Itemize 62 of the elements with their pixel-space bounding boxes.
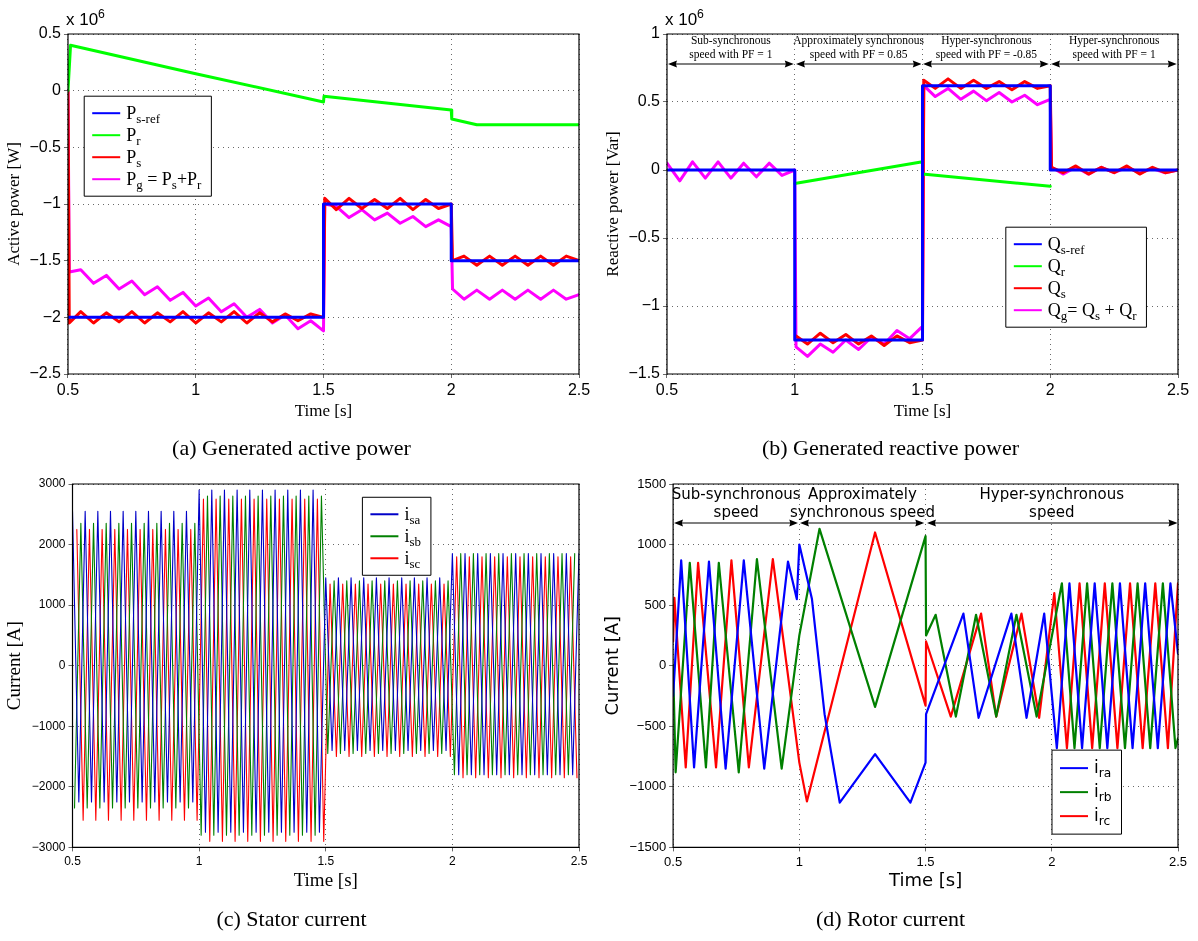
annotation: Hyper-synchronous speed (979, 484, 1125, 521)
x-tick-label: 1 (191, 381, 201, 399)
x-tick-label: 2 (1048, 853, 1056, 869)
y-tick-label: 1 (651, 24, 661, 42)
y-tick-label: −500 (636, 717, 667, 733)
y-tick-label: −3000 (31, 839, 66, 854)
x-tick-label: 2 (449, 853, 457, 868)
y-axis-title: Current [A] (3, 621, 25, 711)
y-tick-label: 3000 (38, 476, 66, 491)
x-tick-label: 1.5 (317, 853, 335, 868)
y-tick-label: −1 (42, 194, 62, 212)
y-tick-label: 0 (658, 657, 667, 673)
y-tick-label: 1000 (38, 597, 66, 612)
y-tick-label: −1500 (629, 838, 667, 854)
y-axis-title: Active power [W] (3, 142, 23, 266)
x-axis-title: Time [s] (294, 400, 353, 420)
y-tick-label: 0 (58, 658, 66, 673)
text: (a) Generated active power (172, 434, 412, 460)
y-tick-label: −2000 (31, 779, 66, 794)
y-tick-label: −1000 (629, 778, 667, 794)
x-tick-label: 2 (1045, 381, 1055, 399)
y-tick-label: −1.5 (628, 364, 661, 382)
x-tick-label: 2 (446, 381, 456, 399)
x-tick-label: 2.5 (567, 381, 591, 399)
y-tick-label: 0.5 (637, 92, 661, 110)
x-tick-label: 2.5 (1166, 381, 1190, 399)
x-tick-label: 0.5 (664, 853, 683, 869)
text: (d) Rotor current (815, 905, 966, 931)
y-axis-title: Current [A] (601, 615, 623, 716)
x-tick-label: 2.5 (1168, 853, 1188, 869)
x-tick-label: 0.5 (64, 853, 82, 868)
y-tick-label: 1000 (637, 536, 667, 552)
y-tick-label: 0 (651, 160, 661, 178)
x-axis-title: Time [s] (887, 869, 963, 891)
x-axis-title: Time [s] (293, 869, 358, 891)
annotation: Hyper-synchronous speed with PF = 1 (1068, 34, 1160, 61)
y-axis-title: Reactive power [Var] (602, 131, 622, 277)
text: (c) Stator current (216, 905, 367, 931)
x-tick-label: 1 (795, 853, 803, 869)
y-tick-label: −2.5 (29, 364, 62, 382)
x-tick-label: 2.5 (570, 853, 588, 868)
x-tick-label: 1 (195, 853, 203, 868)
x-tick-label: 1.5 (312, 381, 335, 399)
annotation: Hyper-synchronous speed with PF = -0.85 (935, 34, 1038, 61)
annotation: Sub-synchronous speed with PF = 1 (689, 34, 773, 61)
x-tick-label: 1.5 (916, 853, 935, 869)
y-tick-label: 1500 (637, 475, 667, 491)
y-tick-label: 0.5 (38, 24, 62, 42)
y-tick-label: 500 (644, 596, 667, 612)
x-axis-title: Time [s] (893, 400, 952, 420)
y-tick-label: −0.5 (628, 228, 661, 246)
y-tick-label: 2000 (38, 536, 66, 551)
x-tick-label: 1.5 (911, 381, 934, 399)
y-tick-label: −1.5 (29, 251, 62, 269)
y-tick-label: −1000 (31, 718, 66, 733)
y-tick-label: 0 (52, 81, 62, 99)
y-tick-label: −2 (42, 307, 62, 325)
x-tick-label: 1 (790, 381, 800, 399)
y-tick-label: −1 (641, 296, 661, 314)
y-tick-label: −0.5 (29, 137, 62, 155)
text: (b) Generated reactive power (761, 434, 1020, 460)
annotation: Approximately synchronous speed with PF = 0.85 (793, 34, 925, 61)
